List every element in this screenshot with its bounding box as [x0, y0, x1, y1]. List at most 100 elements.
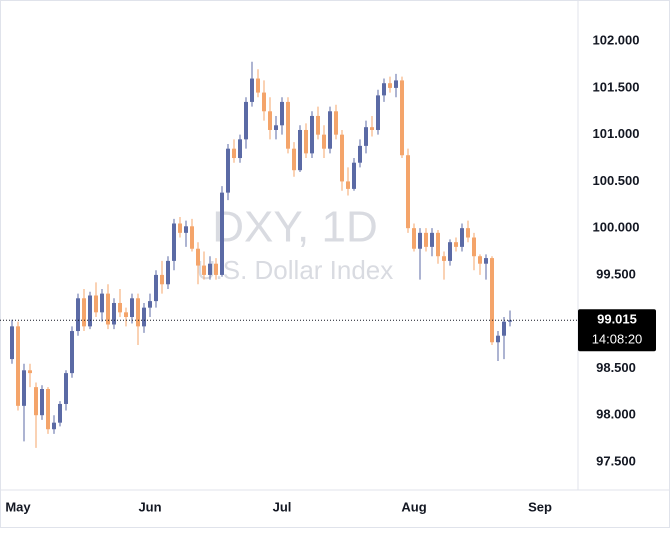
candle-body: [52, 422, 56, 430]
y-tick-label: 102.000: [593, 33, 640, 48]
candle-body: [190, 226, 194, 249]
candle-body: [58, 403, 62, 423]
candle-body: [124, 312, 128, 318]
candle-body: [352, 162, 356, 189]
candle-body: [346, 181, 350, 189]
candle-body: [244, 101, 248, 140]
candle-body: [262, 92, 266, 112]
watermark-subtitle: U.S. Dollar Index: [197, 255, 394, 285]
candle-body: [208, 263, 212, 275]
candle-body: [280, 101, 284, 126]
candle-body: [472, 237, 476, 257]
candle-body: [406, 155, 410, 229]
last-price-label: 99.015: [597, 312, 637, 327]
candle-body: [232, 148, 236, 159]
y-tick-label: 98.000: [596, 407, 636, 422]
candle-body: [94, 295, 98, 313]
candle-body: [22, 370, 26, 406]
candle-body: [370, 127, 374, 130]
candle-body: [484, 258, 488, 264]
candle-body: [268, 111, 272, 130]
candle-body: [82, 298, 86, 327]
candle-body: [10, 326, 14, 360]
y-tick-label: 98.500: [596, 360, 636, 375]
candle-body: [100, 293, 104, 313]
candle-body: [430, 232, 434, 247]
candle-body: [178, 223, 182, 233]
candle-body: [250, 78, 254, 102]
x-tick-label: Jun: [138, 499, 161, 514]
candle-body: [166, 260, 170, 285]
x-tick-label: May: [5, 499, 31, 514]
candle-body: [106, 293, 110, 325]
candle-body: [214, 263, 218, 275]
candle-body: [334, 111, 338, 135]
candle-body: [442, 256, 446, 261]
candle-body: [130, 298, 134, 318]
candle-body: [28, 370, 32, 374]
countdown-label: 14:08:20: [592, 332, 643, 347]
candle-body: [154, 274, 158, 302]
candle-body: [322, 134, 326, 149]
candle-body: [418, 232, 422, 249]
candle-body: [448, 242, 452, 261]
candle-body: [292, 148, 296, 171]
candle-body: [172, 223, 176, 261]
candle-body: [118, 302, 122, 313]
candle-body: [238, 139, 242, 159]
candle-body: [226, 148, 230, 193]
candle-body: [490, 258, 494, 343]
candle-body: [298, 129, 302, 171]
candle-body: [196, 248, 200, 266]
candle-body: [220, 192, 224, 275]
candle-body: [40, 389, 44, 416]
candle-body: [466, 228, 470, 238]
axes: 97.500 98.000 98.500 99.500 100.000 100.500 10…: [5, 33, 656, 514]
candle-body: [424, 232, 428, 247]
candle-body: [286, 101, 290, 149]
candle-body: [328, 111, 332, 149]
candle-body: [136, 298, 140, 327]
candle-body: [160, 274, 164, 285]
candle-body: [202, 265, 206, 275]
candle-body: [112, 302, 116, 325]
candle-body: [316, 115, 320, 135]
candle-body: [460, 228, 464, 247]
candle-body: [388, 83, 392, 88]
y-tick-label: 97.500: [596, 453, 636, 468]
candle-body: [34, 387, 38, 416]
y-tick-label: 100.000: [593, 220, 640, 235]
plot: [0, 61, 578, 448]
candle-body: [436, 232, 440, 257]
y-tick-label: 101.000: [593, 126, 640, 141]
candle-body: [364, 127, 368, 146]
candle-body: [478, 256, 482, 264]
candle-body: [70, 331, 74, 374]
candle-body: [184, 226, 188, 233]
candle-body: [358, 145, 362, 163]
x-tick-label: Jul: [273, 499, 292, 514]
candle-body: [46, 389, 50, 430]
candle-body: [340, 134, 344, 182]
candle-body: [76, 298, 80, 332]
candle-body: [274, 125, 278, 130]
candle-body: [400, 80, 404, 156]
candle-body: [382, 83, 386, 96]
candle-body: [310, 115, 314, 154]
candle-body: [394, 80, 398, 88]
y-tick-label: 99.500: [596, 266, 636, 281]
candle-body: [454, 242, 458, 247]
last-price-box: [578, 309, 656, 352]
x-tick-label: Aug: [401, 499, 426, 514]
candle-body: [64, 373, 68, 404]
y-tick-label: 101.500: [593, 79, 640, 94]
candle-body: [142, 307, 146, 327]
candle-body: [508, 320, 512, 322]
candle-body: [88, 295, 92, 327]
candle-body: [304, 129, 308, 154]
y-tick-label: 100.500: [593, 173, 640, 188]
watermark-title: DXY, 1D: [212, 203, 378, 252]
candle-body: [376, 95, 380, 130]
candle-body: [256, 78, 260, 93]
